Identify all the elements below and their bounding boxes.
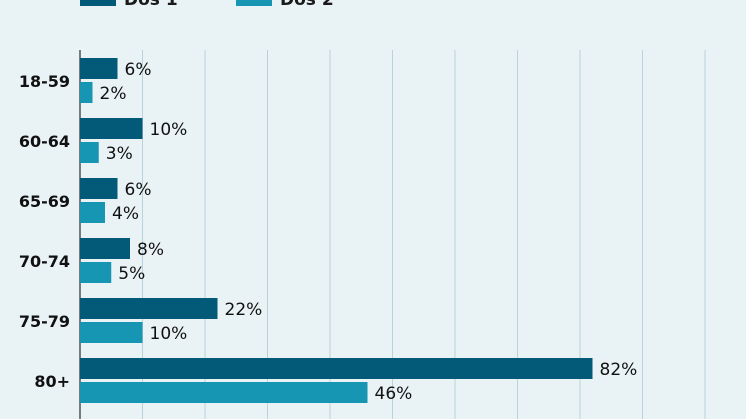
category-label-5: 80+ <box>34 372 70 391</box>
category-label-1: 60-64 <box>19 132 70 151</box>
value-label-2-5: 46% <box>375 384 413 404</box>
labels: 18-59 6% 2% 60-64 10% 3% 65-69 6% 4% 70-74 8% 5% 75-… <box>19 60 637 404</box>
bar-2-0 <box>80 82 93 103</box>
bar-2-4 <box>80 322 143 343</box>
value-label-2-0: 2% <box>100 84 127 104</box>
bar-1-3 <box>80 238 130 259</box>
category-label-4: 75-79 <box>19 312 70 331</box>
legend-label-2: Dos 2 <box>280 0 334 10</box>
value-label-1-4: 22% <box>225 300 263 320</box>
category-label-3: 70-74 <box>19 252 70 271</box>
bar-2-5 <box>80 382 368 403</box>
grid <box>79 50 706 419</box>
value-label-2-1: 3% <box>106 144 133 164</box>
bar-2-1 <box>80 142 99 163</box>
bar-2-2 <box>80 202 105 223</box>
value-label-1-3: 8% <box>137 240 164 260</box>
category-label-2: 65-69 <box>19 192 70 211</box>
legend-label-1: Dos 1 <box>124 0 178 10</box>
bar-1-5 <box>80 358 593 379</box>
value-label-1-2: 6% <box>125 180 152 200</box>
value-label-2-4: 10% <box>150 324 188 344</box>
bar-1-1 <box>80 118 143 139</box>
category-label-0: 18-59 <box>19 72 70 91</box>
bar-1-0 <box>80 58 118 79</box>
bars <box>80 58 593 403</box>
value-label-2-2: 4% <box>112 204 139 224</box>
bar-1-2 <box>80 178 118 199</box>
legend-swatch-2 <box>236 0 272 6</box>
legend-swatch-1 <box>80 0 116 6</box>
legend: Dos 1 Dos 2 <box>80 0 334 10</box>
value-label-2-3: 5% <box>118 264 145 284</box>
value-label-1-1: 10% <box>150 120 188 140</box>
bar-2-3 <box>80 262 112 283</box>
value-label-1-5: 82% <box>600 360 638 380</box>
value-label-1-0: 6% <box>125 60 152 80</box>
bar-1-4 <box>80 298 218 319</box>
